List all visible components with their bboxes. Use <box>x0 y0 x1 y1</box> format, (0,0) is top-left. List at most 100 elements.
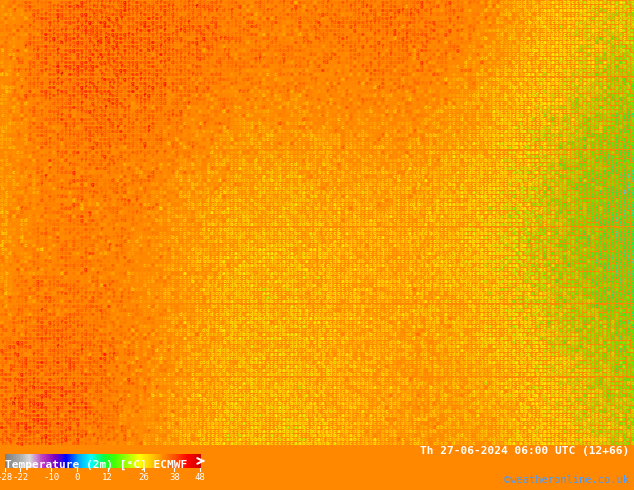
Text: b: b <box>368 368 372 373</box>
Text: c: c <box>365 235 368 240</box>
Text: b: b <box>452 251 456 256</box>
Text: d: d <box>63 214 67 220</box>
Text: e: e <box>115 287 119 293</box>
Text: c: c <box>91 255 95 260</box>
Text: b: b <box>210 372 214 377</box>
Text: b: b <box>353 437 356 442</box>
Text: f: f <box>79 292 83 296</box>
Text: c: c <box>294 32 297 37</box>
Text: b: b <box>361 267 365 272</box>
Text: 0: 0 <box>626 64 630 70</box>
Text: a: a <box>579 60 583 65</box>
Text: d: d <box>345 125 349 130</box>
Text: a: a <box>269 433 273 438</box>
Text: b: b <box>503 433 507 438</box>
Text: g: g <box>127 376 131 382</box>
Text: b: b <box>543 109 547 114</box>
Text: c: c <box>377 308 380 313</box>
Text: e: e <box>123 166 127 171</box>
Text: c: c <box>202 385 206 390</box>
Text: e: e <box>333 133 337 138</box>
Text: a: a <box>626 295 630 300</box>
Text: b: b <box>278 255 281 260</box>
Text: c: c <box>392 178 396 183</box>
Text: e: e <box>99 206 103 211</box>
Text: d: d <box>183 186 186 191</box>
Text: b: b <box>495 243 499 248</box>
Text: c: c <box>143 162 146 167</box>
Text: c: c <box>278 332 281 337</box>
Text: b: b <box>555 133 559 138</box>
Text: e: e <box>190 166 194 171</box>
Text: d: d <box>194 210 198 215</box>
Text: e: e <box>95 336 99 341</box>
Text: f: f <box>107 186 111 191</box>
Text: a: a <box>519 299 523 304</box>
Text: e: e <box>392 73 396 77</box>
Text: e: e <box>368 44 372 49</box>
Text: b: b <box>484 255 488 260</box>
Text: f: f <box>75 425 79 430</box>
Text: b: b <box>463 158 467 163</box>
Text: d: d <box>321 174 325 179</box>
Text: e: e <box>230 80 234 86</box>
Text: d: d <box>210 392 214 398</box>
Text: c: c <box>281 170 285 175</box>
Text: d: d <box>472 255 476 260</box>
Text: d: d <box>337 417 340 422</box>
Text: e: e <box>222 80 226 86</box>
Text: c: c <box>143 328 146 333</box>
Text: f: f <box>349 93 353 98</box>
Text: e: e <box>234 109 238 114</box>
Text: b: b <box>511 44 515 49</box>
Text: g: g <box>40 392 44 398</box>
Text: c: c <box>472 316 476 321</box>
Text: a: a <box>479 85 483 90</box>
Text: d: d <box>452 16 456 21</box>
Text: d: d <box>392 360 396 366</box>
Text: e: e <box>91 226 95 232</box>
Text: b: b <box>598 392 602 398</box>
Text: d: d <box>479 113 483 118</box>
Text: e: e <box>20 429 23 434</box>
Text: d: d <box>167 80 171 86</box>
Text: c: c <box>396 231 400 236</box>
Text: d: d <box>333 206 337 211</box>
Text: 8: 8 <box>630 247 634 252</box>
Text: e: e <box>174 275 178 280</box>
Text: d: d <box>111 239 115 244</box>
Text: c: c <box>190 328 194 333</box>
Text: f: f <box>95 340 99 345</box>
Text: c: c <box>515 12 519 17</box>
Text: e: e <box>305 142 309 147</box>
Text: c: c <box>476 146 479 150</box>
Text: f: f <box>79 166 83 171</box>
Text: f: f <box>60 133 63 138</box>
Text: a: a <box>590 344 594 349</box>
Text: d: d <box>234 239 238 244</box>
Text: c: c <box>515 279 519 284</box>
Text: d: d <box>448 372 451 377</box>
Text: b: b <box>507 295 511 300</box>
Text: b: b <box>503 166 507 171</box>
Text: b: b <box>266 170 269 175</box>
Text: e: e <box>83 222 87 227</box>
Text: c: c <box>543 324 547 329</box>
Text: b: b <box>511 162 515 167</box>
Text: b: b <box>294 421 297 426</box>
Text: d: d <box>511 401 515 406</box>
Text: d: d <box>301 174 305 179</box>
Text: e: e <box>186 308 190 313</box>
Text: a: a <box>503 219 507 223</box>
Text: c: c <box>281 166 285 171</box>
Text: c: c <box>281 239 285 244</box>
Text: 9: 9 <box>555 231 559 236</box>
Text: d: d <box>404 287 408 293</box>
Text: c: c <box>547 429 551 434</box>
Text: d: d <box>222 348 226 353</box>
Text: c: c <box>511 64 515 70</box>
Text: d: d <box>273 117 277 122</box>
Text: d: d <box>317 93 321 98</box>
Text: b: b <box>535 405 539 410</box>
Text: c: c <box>206 182 210 187</box>
